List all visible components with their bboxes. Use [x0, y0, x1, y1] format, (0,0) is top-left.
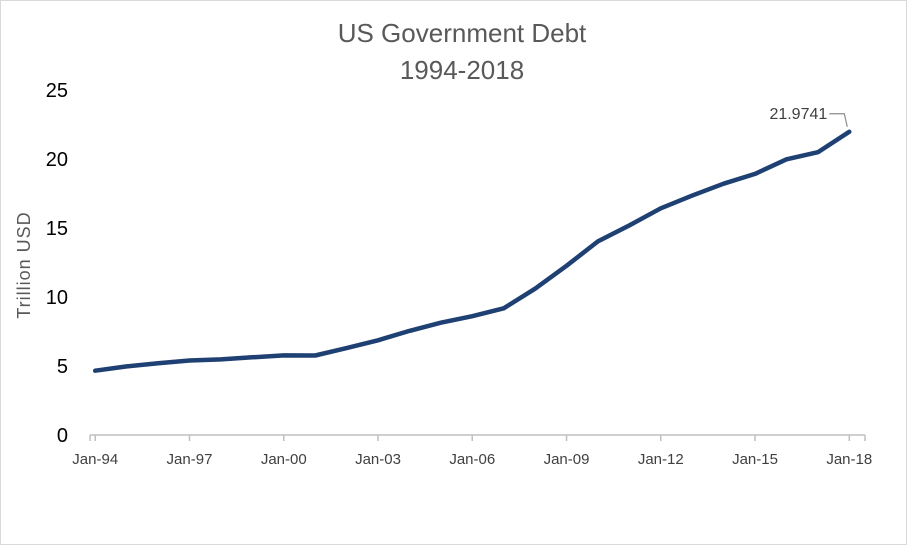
y-tick-label: 0 — [57, 425, 68, 447]
x-tick-label: Jan-03 — [355, 451, 401, 468]
chart-title-line-2: 1994-2018 — [400, 55, 524, 85]
series-layer — [92, 129, 852, 373]
x-tick-label: Jan-18 — [826, 451, 872, 468]
x-tick-label: Jan-94 — [72, 451, 118, 468]
y-tick-label: 20 — [46, 149, 68, 171]
y-tick-labels: 0 5 10 15 20 25 — [46, 80, 68, 447]
x-axis: Jan-94 Jan-97 Jan-00 Jan-03 Jan-06 Jan-09 Jan-… — [72, 434, 872, 468]
debt-series-line — [92, 129, 852, 373]
x-tick-label: Jan-15 — [732, 451, 778, 468]
annotation-layer: 21.9741 — [769, 106, 848, 127]
y-tick-label: 5 — [57, 356, 68, 378]
x-tick-label: Jan-09 — [544, 451, 590, 468]
y-tick-label: 25 — [46, 80, 68, 102]
data-label: 21.9741 — [769, 106, 827, 123]
x-tick-label: Jan-12 — [638, 451, 684, 468]
chart-title-line-1: US Government Debt — [338, 18, 587, 48]
x-tick-label: Jan-97 — [167, 451, 213, 468]
y-axis-label: Trillion USD — [14, 211, 34, 318]
x-tick-label: Jan-06 — [449, 451, 495, 468]
x-tick-label: Jan-00 — [261, 451, 307, 468]
y-tick-label: 15 — [46, 218, 68, 240]
y-tick-label: 10 — [46, 287, 68, 309]
data-label-leader — [829, 113, 848, 127]
